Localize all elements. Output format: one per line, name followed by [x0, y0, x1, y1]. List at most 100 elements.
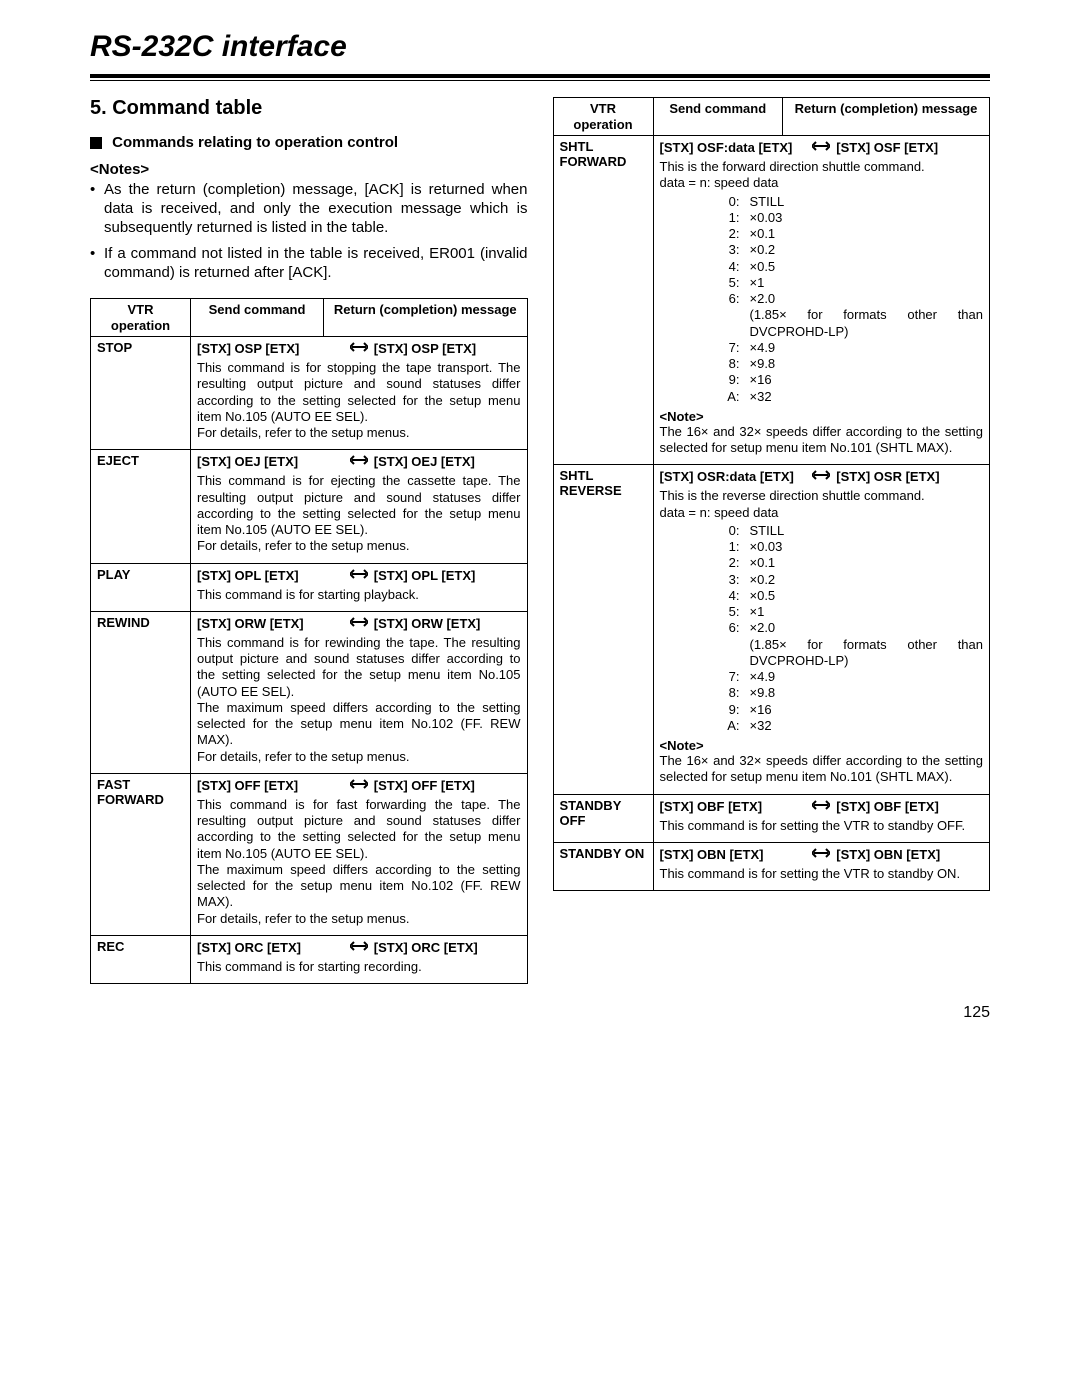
op-cell: REWIND	[91, 611, 191, 773]
description: This command is for starting recording.	[197, 959, 521, 975]
op-cell: REC	[91, 935, 191, 983]
speed-val: ×32	[750, 389, 984, 405]
speed-row: 9:×16	[660, 702, 984, 718]
body-cell: [STX] ORC [ETX][STX] ORC [ETX]This comma…	[191, 935, 528, 983]
double-arrow-icon	[812, 140, 830, 155]
send-return-line: [STX] OBN [ETX][STX] OBN [ETX]	[660, 847, 984, 862]
return-message: [STX] ORC [ETX]	[374, 940, 521, 955]
op-cell: SHTL REVERSE	[553, 465, 653, 794]
return-message: [STX] OSR [ETX]	[836, 469, 983, 484]
speed-val: ×2.0	[750, 620, 984, 636]
rule-thick	[90, 74, 990, 78]
table-row: SHTL REVERSE[STX] OSR:data [ETX][STX] OS…	[553, 465, 990, 794]
speed-key: 1:	[660, 210, 750, 226]
description: This command is for fast forwarding the …	[197, 797, 521, 927]
return-message: [STX] OSF [ETX]	[836, 140, 983, 155]
speed-key	[660, 637, 750, 670]
send-command: [STX] OPL [ETX]	[197, 568, 344, 583]
op-cell: STANDBY ON	[553, 842, 653, 890]
notes-bullets: As the return (completion) message, [ACK…	[90, 180, 528, 282]
speed-row: 7:×4.9	[660, 340, 984, 356]
speed-val: ×1	[750, 604, 984, 620]
speed-row: 0:STILL	[660, 523, 984, 539]
left-column: 5. Command table Commands relating to op…	[90, 97, 528, 984]
double-arrow-icon	[350, 341, 368, 356]
op-cell: STANDBY OFF	[553, 794, 653, 842]
speed-key: A:	[660, 718, 750, 734]
speed-val: ×9.8	[750, 685, 984, 701]
speed-row: 8:×9.8	[660, 356, 984, 372]
description: This command is for setting the VTR to s…	[660, 818, 984, 834]
speed-row: 0:STILL	[660, 194, 984, 210]
body-cell: [STX] OBF [ETX][STX] OBF [ETX]This comma…	[653, 794, 990, 842]
speed-val: ×4.9	[750, 669, 984, 685]
speed-row: 8:×9.8	[660, 685, 984, 701]
op-cell: EJECT	[91, 450, 191, 563]
square-bullet-icon	[90, 137, 102, 149]
speed-val: ×0.1	[750, 226, 984, 242]
speed-table: 0:STILL1:×0.032:×0.13:×0.24:×0.55:×16:×2…	[660, 523, 984, 734]
speed-row: A:×32	[660, 389, 984, 405]
speed-row: 1:×0.03	[660, 210, 984, 226]
send-command: [STX] OSF:data [ETX]	[660, 140, 807, 155]
speed-row: 4:×0.5	[660, 259, 984, 275]
speed-row: 7:×4.9	[660, 669, 984, 685]
speed-key: 7:	[660, 340, 750, 356]
body-cell: [STX] OPL [ETX][STX] OPL [ETX]This comma…	[191, 563, 528, 611]
speed-key: 8:	[660, 356, 750, 372]
speed-val: ×0.5	[750, 259, 984, 275]
body-cell: [STX] OBN [ETX][STX] OBN [ETX]This comma…	[653, 842, 990, 890]
intro-text: This is the forward direction shuttle co…	[660, 159, 984, 175]
speed-val: ×0.2	[750, 572, 984, 588]
speed-row: 5:×1	[660, 604, 984, 620]
double-arrow-icon	[812, 469, 830, 484]
speed-row: 4:×0.5	[660, 588, 984, 604]
speed-row: 5:×1	[660, 275, 984, 291]
command-table-left: VTR operation Send command Return (compl…	[90, 298, 528, 984]
speed-val: ×2.0	[750, 291, 984, 307]
command-table-right: VTR operation Send command Return (compl…	[553, 97, 991, 891]
speed-val: ×9.8	[750, 356, 984, 372]
table-row: STANDBY OFF[STX] OBF [ETX][STX] OBF [ETX…	[553, 794, 990, 842]
op-cell: PLAY	[91, 563, 191, 611]
rule-thin	[90, 80, 990, 81]
return-message: [STX] ORW [ETX]	[374, 616, 521, 631]
notes-label: <Notes>	[90, 161, 528, 178]
speed-row: 9:×16	[660, 372, 984, 388]
double-arrow-icon	[812, 847, 830, 862]
speed-key: 5:	[660, 604, 750, 620]
th-operation: VTR operation	[91, 298, 191, 336]
note-label: <Note>	[660, 738, 984, 753]
speed-row: (1.85× for formats other than DVCPROHD-L…	[660, 637, 984, 670]
return-message: [STX] OSP [ETX]	[374, 341, 521, 356]
note-text: The 16× and 32× speeds differ according …	[660, 424, 984, 457]
th-send: Send command	[191, 298, 324, 336]
body-cell: [STX] OFF [ETX][STX] OFF [ETX] This comma…	[191, 773, 528, 935]
speed-val: ×0.03	[750, 539, 984, 555]
speed-row: 6:×2.0	[660, 620, 984, 636]
return-message: [STX] OBF [ETX]	[836, 799, 983, 814]
table-row: SHTL FORWARD[STX] OSF:data [ETX][STX] OS…	[553, 136, 990, 465]
speed-val: ×0.2	[750, 242, 984, 258]
speed-val: ×0.1	[750, 555, 984, 571]
description: This command is for rewinding the tape. …	[197, 635, 521, 765]
speed-val: ×16	[750, 372, 984, 388]
note-label: <Note>	[660, 409, 984, 424]
speed-key: 1:	[660, 539, 750, 555]
double-arrow-icon	[350, 454, 368, 469]
send-command: [STX] OSP [ETX]	[197, 341, 344, 356]
op-cell: SHTL FORWARD	[553, 136, 653, 465]
send-return-line: [STX] OEJ [ETX] [STX] OEJ [ETX]	[197, 454, 521, 469]
speed-row: 2:×0.1	[660, 555, 984, 571]
return-message: [STX] OEJ [ETX]	[374, 454, 521, 469]
double-arrow-icon	[350, 616, 368, 631]
note-bullet: As the return (completion) message, [ACK…	[90, 180, 528, 238]
send-command: [STX] OEJ [ETX]	[197, 454, 344, 469]
send-return-line: [STX] OSF:data [ETX] [STX] OSF [ETX]	[660, 140, 984, 155]
table-row: REC[STX] ORC [ETX][STX] ORC [ETX]This co…	[91, 935, 528, 983]
send-return-line: [STX] OFF [ETX][STX] OFF [ETX]	[197, 778, 521, 793]
speed-table: 0:STILL1:×0.032:×0.13:×0.24:×0.55:×16:×2…	[660, 194, 984, 405]
speed-key	[660, 307, 750, 340]
speed-val: ×4.9	[750, 340, 984, 356]
speed-key: 3:	[660, 572, 750, 588]
